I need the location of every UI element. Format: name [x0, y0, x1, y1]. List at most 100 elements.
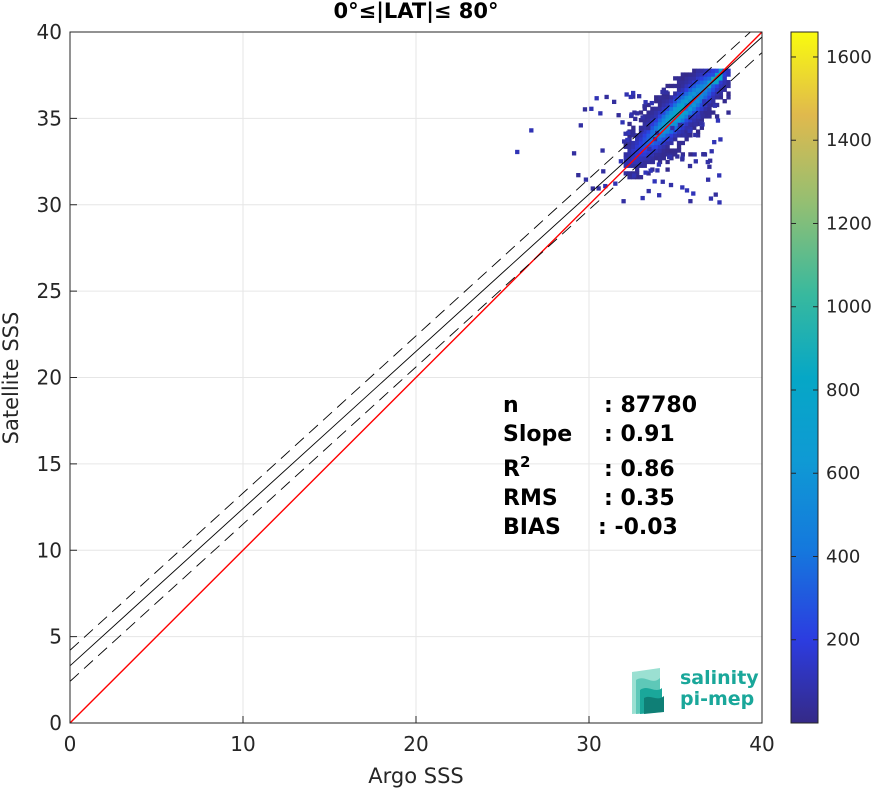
heatmap-cell — [642, 144, 647, 149]
heatmap-cell — [676, 129, 682, 134]
heatmap-cell — [627, 159, 632, 165]
heatmap-cell — [646, 125, 651, 131]
x-tick-label: 20 — [403, 732, 428, 756]
heatmap-cell — [635, 144, 640, 149]
heatmap-cell — [673, 76, 678, 81]
heatmap-cell — [638, 152, 644, 157]
heatmap-cell — [631, 163, 636, 168]
heatmap-cell — [676, 99, 682, 104]
heatmap-cell — [707, 87, 712, 92]
heatmap-cell — [650, 133, 655, 138]
heatmap-cell — [680, 125, 685, 130]
heatmap-cell — [661, 125, 666, 130]
heatmap-cell — [650, 148, 655, 153]
heatmap-cell — [703, 72, 708, 77]
heatmap-cell — [676, 106, 682, 111]
heatmap-cell — [646, 152, 651, 157]
heatmap-cell — [529, 128, 534, 133]
heatmap-cell — [631, 140, 636, 146]
heatmap-cell — [680, 129, 685, 134]
heatmap-cell — [680, 83, 685, 89]
heatmap-cell — [665, 144, 670, 149]
heatmap-cell — [711, 76, 716, 81]
heatmap-cell — [688, 152, 693, 157]
heatmap-cell — [665, 125, 670, 130]
heatmap-cell — [707, 76, 712, 81]
heatmap-cell — [604, 94, 609, 100]
heatmap-cell — [650, 159, 656, 165]
heatmap-cell — [677, 122, 683, 128]
heatmap-cell — [631, 156, 636, 161]
heatmap-cell — [646, 110, 651, 115]
heatmap-cell — [650, 114, 655, 119]
heatmap-cell — [627, 148, 632, 153]
heatmap-cell — [722, 99, 727, 104]
heatmap-cell — [676, 91, 682, 96]
stat-value: : 0.86 — [604, 457, 675, 482]
x-tick-label: 30 — [576, 732, 601, 756]
heatmap-cell — [680, 80, 685, 85]
heatmap-cell — [714, 87, 720, 92]
heatmap-cell — [650, 152, 655, 157]
heatmap-cell — [707, 110, 712, 115]
heatmap-cell — [654, 133, 659, 138]
heatmap-cell — [676, 102, 682, 108]
heatmap-cell — [646, 129, 651, 134]
heatmap-cell — [726, 91, 731, 96]
heatmap-cell — [688, 118, 693, 123]
heatmap-cell — [654, 125, 659, 130]
heatmap-cell — [711, 68, 716, 73]
heatmap-cell — [631, 159, 636, 165]
heatmap-cell — [665, 110, 670, 115]
heatmap-cell — [642, 137, 647, 142]
heatmap-cell — [665, 83, 670, 89]
heatmap-cell — [684, 110, 689, 115]
heatmap-cell — [726, 68, 731, 73]
heatmap-cell — [707, 102, 712, 108]
heatmap-cell — [657, 102, 663, 108]
heatmap-cell — [676, 76, 682, 81]
y-tick-label: 20 — [37, 366, 62, 390]
heatmap-cell — [688, 76, 693, 81]
heatmap-cell — [699, 72, 705, 77]
heatmap-cell — [621, 199, 626, 204]
heatmap-cell — [642, 114, 647, 119]
heatmap-cell — [695, 72, 701, 77]
heatmap-cell — [638, 133, 644, 138]
heatmap-cell — [665, 99, 670, 104]
heatmap-cell — [576, 172, 581, 178]
heatmap-cell — [712, 139, 717, 145]
heatmap-cell — [654, 140, 659, 146]
heatmap-cell — [699, 110, 705, 115]
heatmap-cell — [665, 95, 670, 100]
heatmap-cell — [628, 94, 633, 100]
heatmap-cell — [623, 144, 628, 149]
line-fit+rms — [70, 32, 752, 651]
heatmap-cell — [692, 91, 697, 96]
heatmap-cell — [692, 118, 697, 123]
heatmap-cell — [646, 102, 651, 108]
heatmap-cell — [623, 156, 628, 161]
heatmap-cell — [684, 129, 689, 134]
heatmap-cell — [705, 177, 711, 182]
heatmap-cell — [684, 95, 689, 100]
colorbar-tick-label: 1000 — [826, 297, 872, 318]
heatmap-cell — [642, 125, 647, 130]
heatmap-cell — [654, 118, 659, 123]
heatmap-cell — [646, 140, 651, 146]
heatmap-cell — [583, 177, 589, 182]
heatmap-cell — [660, 89, 665, 95]
heatmap-cell — [661, 148, 666, 153]
heatmap-cell — [623, 163, 628, 168]
heatmap-cell — [627, 171, 632, 176]
heatmap-cell — [657, 110, 663, 115]
heatmap-cell — [711, 110, 716, 115]
heatmap-cell — [635, 175, 640, 180]
heatmap-cell — [711, 72, 716, 77]
heatmap-cell — [669, 133, 674, 138]
heatmap-cell — [703, 91, 708, 96]
heatmap-cell — [594, 96, 599, 101]
heatmap-cell — [669, 148, 674, 153]
heatmap-cell — [638, 110, 644, 115]
heatmap-cell — [613, 181, 618, 186]
